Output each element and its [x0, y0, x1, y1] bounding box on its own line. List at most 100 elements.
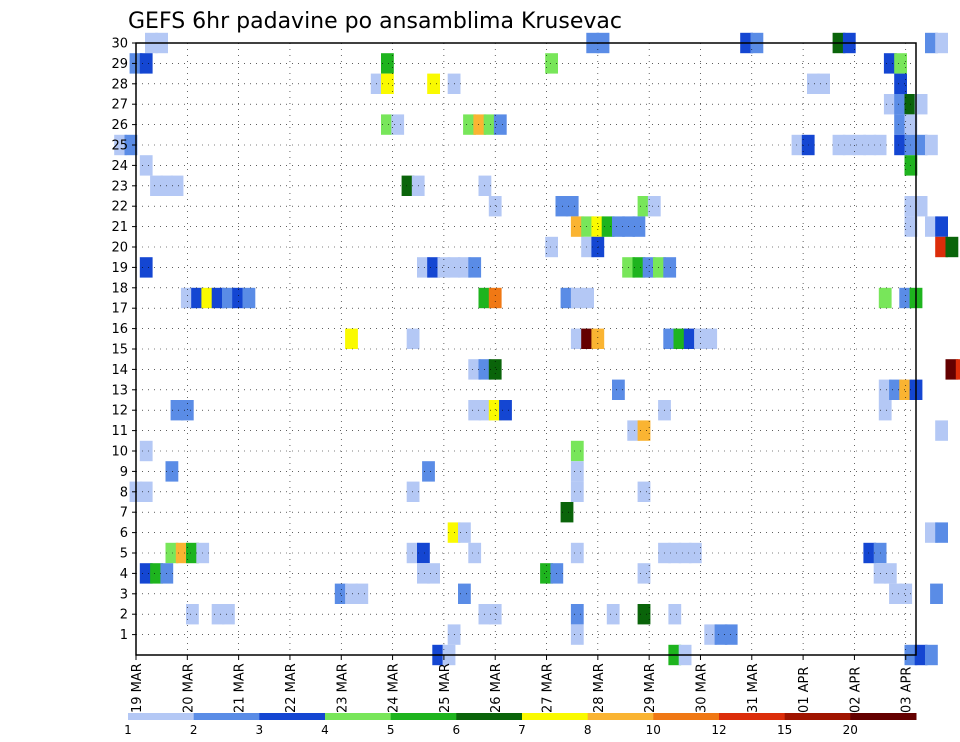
precip-cell: [914, 94, 928, 115]
precip-cell: [581, 216, 594, 237]
legend-swatch: [522, 713, 589, 720]
y-tick-label: 11: [111, 424, 128, 439]
precip-cell: [925, 134, 938, 156]
precip-cell: [842, 134, 856, 156]
precip-cell: [180, 287, 194, 309]
precip-cell: [427, 257, 440, 278]
legend-label: 15: [777, 723, 792, 737]
precip-cell: [381, 53, 394, 74]
precip-cell: [468, 359, 482, 380]
x-tick-label: 31 MAR: [746, 663, 761, 713]
precip-cell: [406, 328, 420, 349]
legend-label: 3: [255, 723, 263, 737]
y-tick-label: 9: [120, 465, 128, 480]
precip-cell: [683, 328, 697, 349]
y-tick-label: 19: [111, 261, 128, 276]
chart-title: GEFS 6hr padavine po ansamblima Krusevac: [128, 9, 622, 34]
y-tick-label: 10: [111, 445, 128, 460]
precip-cell: [714, 624, 728, 645]
precip-cell: [704, 328, 718, 349]
legend-label: 6: [452, 723, 460, 737]
grid-lines: [136, 43, 916, 655]
x-tick-label: 19 MAR: [130, 663, 145, 713]
precip-cell: [139, 53, 153, 74]
legend-label: 8: [584, 723, 592, 737]
precip-cell: [637, 563, 651, 584]
precip-cell: [170, 175, 184, 196]
precip-cell: [935, 236, 948, 258]
precip-cell: [345, 583, 358, 604]
legend-swatch: [784, 713, 851, 720]
precip-cell: [570, 542, 584, 564]
precip-cell: [878, 400, 892, 421]
precip-cell: [468, 257, 482, 278]
x-tick-label: 02 APR: [848, 667, 863, 713]
y-tick-label: 17: [111, 302, 128, 317]
precip-cell: [627, 420, 641, 441]
precip-cell: [581, 328, 594, 349]
legend-label: 20: [843, 723, 858, 737]
precip-cell: [925, 32, 938, 54]
precip-cell: [807, 73, 820, 94]
y-tick-label: 13: [111, 383, 128, 398]
y-tick-label: 2: [120, 608, 128, 623]
precip-cell: [914, 196, 928, 217]
precip-cell: [647, 196, 661, 217]
precip-cell: [488, 400, 502, 421]
precip-cell: [894, 73, 907, 94]
precip-cell: [540, 563, 553, 584]
precip-cell: [863, 542, 877, 564]
precip-cell: [606, 604, 620, 625]
precip-cell: [863, 134, 877, 156]
precip-cell: [570, 440, 584, 462]
precip-cell: [570, 287, 584, 309]
precip-cell: [935, 420, 948, 441]
precip-cell: [688, 542, 702, 564]
y-axis-ticks: 1234567891011121314151617181920212223242…: [111, 37, 136, 643]
precip-cell: [458, 257, 471, 278]
y-tick-label: 14: [111, 363, 128, 378]
precip-cell: [883, 94, 897, 115]
precip-cell: [899, 379, 913, 400]
precip-cell: [945, 236, 959, 258]
precip-cell: [668, 542, 682, 564]
precip-cell: [488, 604, 502, 625]
precip-cell: [222, 604, 235, 625]
precip-cell: [165, 461, 179, 482]
color-legend: 1 2 3 4 5 6 7 8 10 12 15 20: [124, 713, 917, 737]
precip-cell: [391, 114, 405, 135]
y-tick-label: 5: [120, 547, 128, 562]
precip-cell: [555, 196, 569, 217]
precip-cell: [817, 73, 830, 94]
precip-cell: [663, 328, 677, 349]
precip-cell: [334, 583, 348, 604]
precip-cell: [150, 175, 163, 196]
precip-cell: [370, 73, 384, 94]
precip-cell: [186, 604, 199, 625]
legend-swatch: [128, 713, 195, 720]
precip-cell: [632, 216, 646, 237]
precip-cell: [201, 287, 215, 309]
precip-cell: [878, 379, 892, 400]
precip-cell: [175, 542, 189, 564]
precip-cell: [473, 114, 487, 135]
precip-cell: [570, 216, 584, 237]
precip-cell: [935, 522, 948, 543]
precip-cell: [545, 236, 558, 258]
y-tick-label: 7: [120, 506, 128, 521]
precip-cell: [889, 583, 902, 604]
precip-cell: [668, 604, 682, 625]
precip-cell: [637, 604, 651, 625]
precip-cell: [139, 155, 153, 176]
y-tick-label: 4: [120, 567, 128, 582]
precip-cell: [791, 134, 805, 156]
precip-cell: [211, 287, 225, 309]
precip-cell: [493, 114, 507, 135]
precip-cell: [663, 257, 677, 278]
precip-cell: [935, 32, 948, 54]
precip-cell: [417, 563, 430, 584]
data-cells: [114, 32, 960, 666]
precip-cell: [704, 624, 718, 645]
legend-label: 10: [646, 723, 661, 737]
x-tick-label: 29 MAR: [643, 663, 658, 713]
